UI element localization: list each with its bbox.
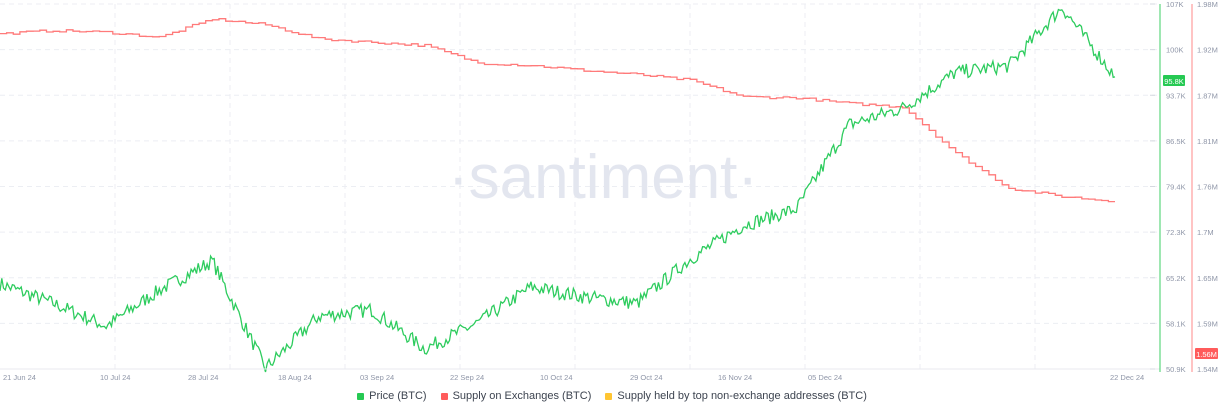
svg-text:10 Jul 24: 10 Jul 24: [100, 373, 130, 382]
legend-swatch-red-icon: [440, 392, 448, 400]
svg-text:58.1K: 58.1K: [1166, 319, 1186, 328]
price-current-value: 95.8K: [1164, 77, 1184, 86]
svg-text:1.92M: 1.92M: [1197, 46, 1218, 55]
svg-text:1.98M: 1.98M: [1197, 0, 1218, 9]
legend-item-supply-top-non-exchange[interactable]: Supply held by top non-exchange addresse…: [605, 390, 867, 402]
svg-text:28 Jul 24: 28 Jul 24: [188, 373, 218, 382]
legend-label: Supply held by top non-exchange addresse…: [617, 390, 867, 402]
legend-swatch-green-icon: [357, 392, 365, 400]
gridlines: [0, 3, 1160, 369]
svg-text:100K: 100K: [1166, 46, 1184, 55]
svg-text:22 Sep 24: 22 Sep 24: [450, 373, 484, 382]
price-current-badge: 95.8K: [1163, 75, 1185, 86]
svg-text:18 Aug 24: 18 Aug 24: [278, 373, 312, 382]
legend: Price (BTC) Supply on Exchanges (BTC) Su…: [0, 390, 1224, 402]
legend-item-price[interactable]: Price (BTC): [357, 390, 427, 402]
supply-on-exchanges-line[interactable]: [0, 18, 1115, 203]
svg-text:107K: 107K: [1166, 0, 1184, 9]
supply-axis-ticks: 1.98M 1.92M 1.87M 1.81M 1.76M 1.7M 1.65M 1.59M 1…: [1197, 0, 1218, 374]
svg-text:1.54M: 1.54M: [1197, 365, 1218, 374]
svg-text:1.7M: 1.7M: [1197, 228, 1214, 237]
svg-text:05 Dec 24: 05 Dec 24: [808, 373, 842, 382]
watermark: ·santiment·: [448, 143, 758, 212]
svg-text:10 Oct 24: 10 Oct 24: [540, 373, 573, 382]
svg-text:21 Jun 24: 21 Jun 24: [3, 373, 36, 382]
legend-label: Price (BTC): [369, 390, 427, 402]
svg-text:1.65M: 1.65M: [1197, 274, 1218, 283]
svg-text:72.3K: 72.3K: [1166, 228, 1186, 237]
svg-text:86.5K: 86.5K: [1166, 137, 1186, 146]
price-line[interactable]: [0, 8, 1116, 373]
svg-text:1.59M: 1.59M: [1197, 319, 1218, 328]
svg-text:29 Oct 24: 29 Oct 24: [630, 373, 663, 382]
supply-current-value: 1.56M: [1196, 350, 1217, 359]
supply-current-badge: 1.56M: [1195, 348, 1218, 359]
x-axis-ticks: 21 Jun 24 10 Jul 24 28 Jul 24 18 Aug 24 03 S…: [3, 373, 1144, 382]
svg-text:79.4K: 79.4K: [1166, 183, 1186, 192]
svg-text:93.7K: 93.7K: [1166, 91, 1186, 100]
svg-text:1.76M: 1.76M: [1197, 183, 1218, 192]
price-axis-ticks: 107K 100K 93.7K 86.5K 79.4K 72.3K 65.2K 58.1K 50…: [1150, 0, 1186, 374]
svg-text:03 Sep 24: 03 Sep 24: [360, 373, 394, 382]
svg-text:1.81M: 1.81M: [1197, 137, 1218, 146]
svg-text:22 Dec 24: 22 Dec 24: [1110, 373, 1144, 382]
legend-label: Supply on Exchanges (BTC): [452, 390, 592, 402]
svg-text:16 Nov 24: 16 Nov 24: [718, 373, 752, 382]
svg-text:50.9K: 50.9K: [1166, 365, 1186, 374]
legend-swatch-yellow-icon: [605, 392, 613, 400]
legend-item-supply-on-exchanges[interactable]: Supply on Exchanges (BTC): [440, 390, 592, 402]
svg-text:65.2K: 65.2K: [1166, 274, 1186, 283]
svg-text:1.87M: 1.87M: [1197, 91, 1218, 100]
